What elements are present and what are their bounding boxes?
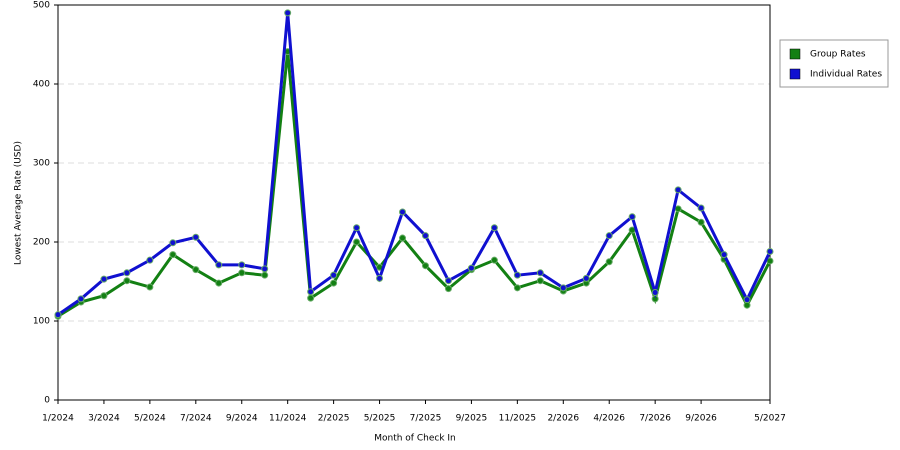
legend-label: Group Rates <box>810 50 866 60</box>
legend-swatch <box>789 68 801 80</box>
data-point <box>146 283 154 291</box>
data-point <box>100 292 108 300</box>
data-point <box>238 269 246 277</box>
data-point <box>307 294 315 302</box>
data-point <box>421 262 429 270</box>
data-point <box>307 288 315 296</box>
data-point <box>467 264 475 272</box>
data-point <box>169 251 177 259</box>
x-tick-label: 4/2026 <box>593 414 625 424</box>
data-point <box>215 279 223 287</box>
data-point <box>628 213 636 221</box>
data-point <box>674 186 682 194</box>
data-point <box>651 289 659 297</box>
data-point <box>146 256 154 264</box>
x-tick-label: 7/2025 <box>410 414 442 424</box>
data-point <box>192 266 200 274</box>
x-tick-label: 3/2024 <box>88 414 120 424</box>
data-point <box>605 258 613 266</box>
y-tick-label: 200 <box>33 238 50 248</box>
x-axis-label: Month of Check In <box>374 434 456 444</box>
data-point <box>399 234 407 242</box>
data-point <box>330 271 338 279</box>
y-tick-label: 0 <box>44 396 50 406</box>
y-tick-label: 500 <box>33 1 50 11</box>
data-point <box>536 277 544 285</box>
x-tick-label: 9/2026 <box>685 414 717 424</box>
y-tick-label: 300 <box>33 159 50 169</box>
y-tick-label: 100 <box>33 317 50 327</box>
data-point <box>238 261 246 269</box>
y-tick-label: 400 <box>33 80 50 90</box>
x-tick-label: 2/2026 <box>547 414 579 424</box>
data-point <box>582 274 590 282</box>
data-point <box>192 233 200 241</box>
x-tick-label: 5/2027 <box>754 414 786 424</box>
legend-label: Individual Rates <box>810 70 882 80</box>
data-point <box>559 284 567 292</box>
data-point <box>261 265 269 273</box>
x-tick-label: 7/2026 <box>639 414 671 424</box>
data-point <box>215 261 223 269</box>
x-tick-label: 9/2024 <box>226 414 258 424</box>
x-tick-label: 1/2024 <box>42 414 74 424</box>
x-tick-label: 9/2025 <box>456 414 488 424</box>
x-tick-label: 2/2025 <box>318 414 350 424</box>
plot-frame <box>57 4 771 401</box>
data-point <box>444 285 452 293</box>
data-point <box>697 218 705 226</box>
data-point <box>697 204 705 212</box>
legend-swatch <box>789 48 801 60</box>
series-line <box>57 12 772 316</box>
data-point <box>513 271 521 279</box>
data-point <box>743 296 751 304</box>
data-point <box>100 275 108 283</box>
data-point <box>444 277 452 285</box>
data-point <box>490 224 498 232</box>
x-tick-label: 7/2024 <box>180 414 212 424</box>
x-tick-label: 11/2024 <box>269 414 307 424</box>
data-point <box>399 208 407 216</box>
data-point <box>123 277 131 285</box>
y-axis-label: Lowest Average Rate (USD) <box>14 141 24 265</box>
data-point <box>54 311 62 319</box>
data-point <box>353 238 361 246</box>
legend-box <box>779 39 889 88</box>
x-tick-label: 5/2025 <box>364 414 396 424</box>
data-point <box>536 269 544 277</box>
data-point <box>605 232 613 240</box>
data-point <box>169 239 177 247</box>
data-point <box>766 247 774 255</box>
data-point <box>490 256 498 264</box>
data-point <box>674 205 682 213</box>
data-point <box>720 251 728 259</box>
data-point <box>77 295 85 303</box>
data-point <box>284 9 292 17</box>
data-point <box>261 271 269 279</box>
data-point <box>123 269 131 277</box>
x-tick-label: 11/2025 <box>499 414 536 424</box>
data-point <box>421 232 429 240</box>
x-tick-label: 5/2024 <box>134 414 166 424</box>
data-point <box>330 279 338 287</box>
series-line <box>57 51 772 318</box>
data-point <box>376 274 384 282</box>
data-point <box>513 284 521 292</box>
data-point <box>353 224 361 232</box>
